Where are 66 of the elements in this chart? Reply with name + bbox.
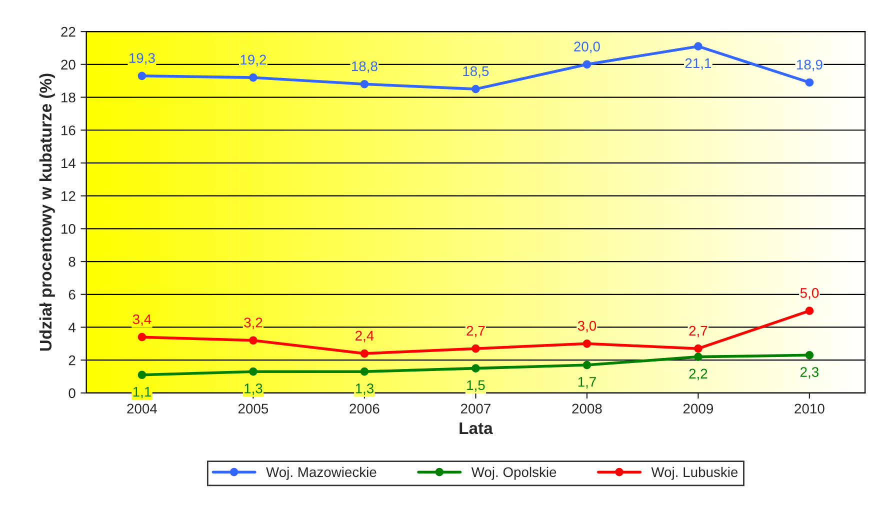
y-tick-label: 18	[62, 92, 76, 102]
data-label: 1,7	[578, 377, 596, 388]
data-label: 20,0	[574, 42, 600, 54]
data-label: 3,4	[132, 314, 152, 326]
point	[582, 340, 592, 348]
data-label: 21,1	[685, 58, 712, 70]
point	[472, 84, 480, 94]
data-label: 19,3	[130, 53, 155, 65]
y-tick-label: 20	[61, 60, 76, 70]
point	[805, 78, 814, 87]
point	[694, 352, 702, 361]
point	[138, 370, 146, 380]
data-label: 18,9	[797, 60, 822, 72]
data-label: 5,0	[800, 288, 819, 300]
data-label: 2,4	[356, 330, 374, 342]
data-label: 1,3	[244, 384, 262, 396]
y-tick-label: 12	[62, 191, 76, 201]
point	[138, 332, 146, 342]
y-tick-label: 8	[68, 256, 76, 267]
x-tick-label: 2007	[460, 404, 490, 414]
data-label: 18,8	[352, 61, 378, 73]
y-tick-label: 16	[62, 125, 76, 136]
point	[360, 349, 369, 358]
y-tick-label: 4	[68, 322, 76, 332]
data-label: 2,7	[689, 326, 708, 338]
legend-label: Woj. Lubuskie	[651, 466, 738, 480]
data-label: 3,2	[244, 318, 262, 330]
point	[360, 367, 369, 376]
x-axis-title: Lata	[460, 422, 493, 434]
x-tick-label: 2008	[572, 404, 602, 414]
point	[360, 80, 369, 88]
data-label: 19,2	[240, 54, 266, 66]
point	[694, 344, 702, 353]
point	[582, 60, 592, 69]
x-tick-label: 2009	[683, 404, 713, 414]
legend-label: Woj. Opolskie	[471, 466, 556, 480]
x-tick-label: 2005	[238, 404, 268, 414]
data-label: 1,5	[467, 380, 485, 392]
legend-label: Woj. Mazowieckie	[266, 466, 376, 480]
point	[138, 72, 146, 80]
y-tick-label: 22	[61, 26, 76, 37]
point	[805, 351, 814, 360]
data-label: 2,2	[689, 368, 708, 380]
x-tick-label: 2010	[794, 404, 824, 414]
data-label: 18,5	[463, 66, 489, 78]
data-label: 2,7	[466, 326, 485, 338]
point	[805, 306, 814, 315]
data-label: 3,0	[578, 320, 596, 332]
data-label: 1,3	[356, 384, 374, 396]
point	[582, 360, 592, 370]
point	[249, 367, 258, 376]
data-label: 2,3	[800, 367, 818, 379]
y-tick-label: 10	[62, 224, 76, 234]
x-tick-label: 2006	[350, 404, 380, 414]
y-axis-title: Udział procentowy w kubaturze (%)	[39, 74, 55, 351]
data-label: 1,1	[133, 386, 151, 398]
point	[249, 336, 258, 345]
y-tick-label: 6	[68, 290, 76, 300]
point	[472, 344, 480, 353]
point	[472, 364, 480, 372]
point	[249, 73, 258, 82]
point	[694, 42, 702, 51]
y-tick-label: 14	[62, 158, 76, 168]
y-tick-label: 2	[68, 355, 76, 366]
x-tick-label: 2004	[127, 404, 157, 414]
y-tick-label: 0	[68, 388, 76, 398]
